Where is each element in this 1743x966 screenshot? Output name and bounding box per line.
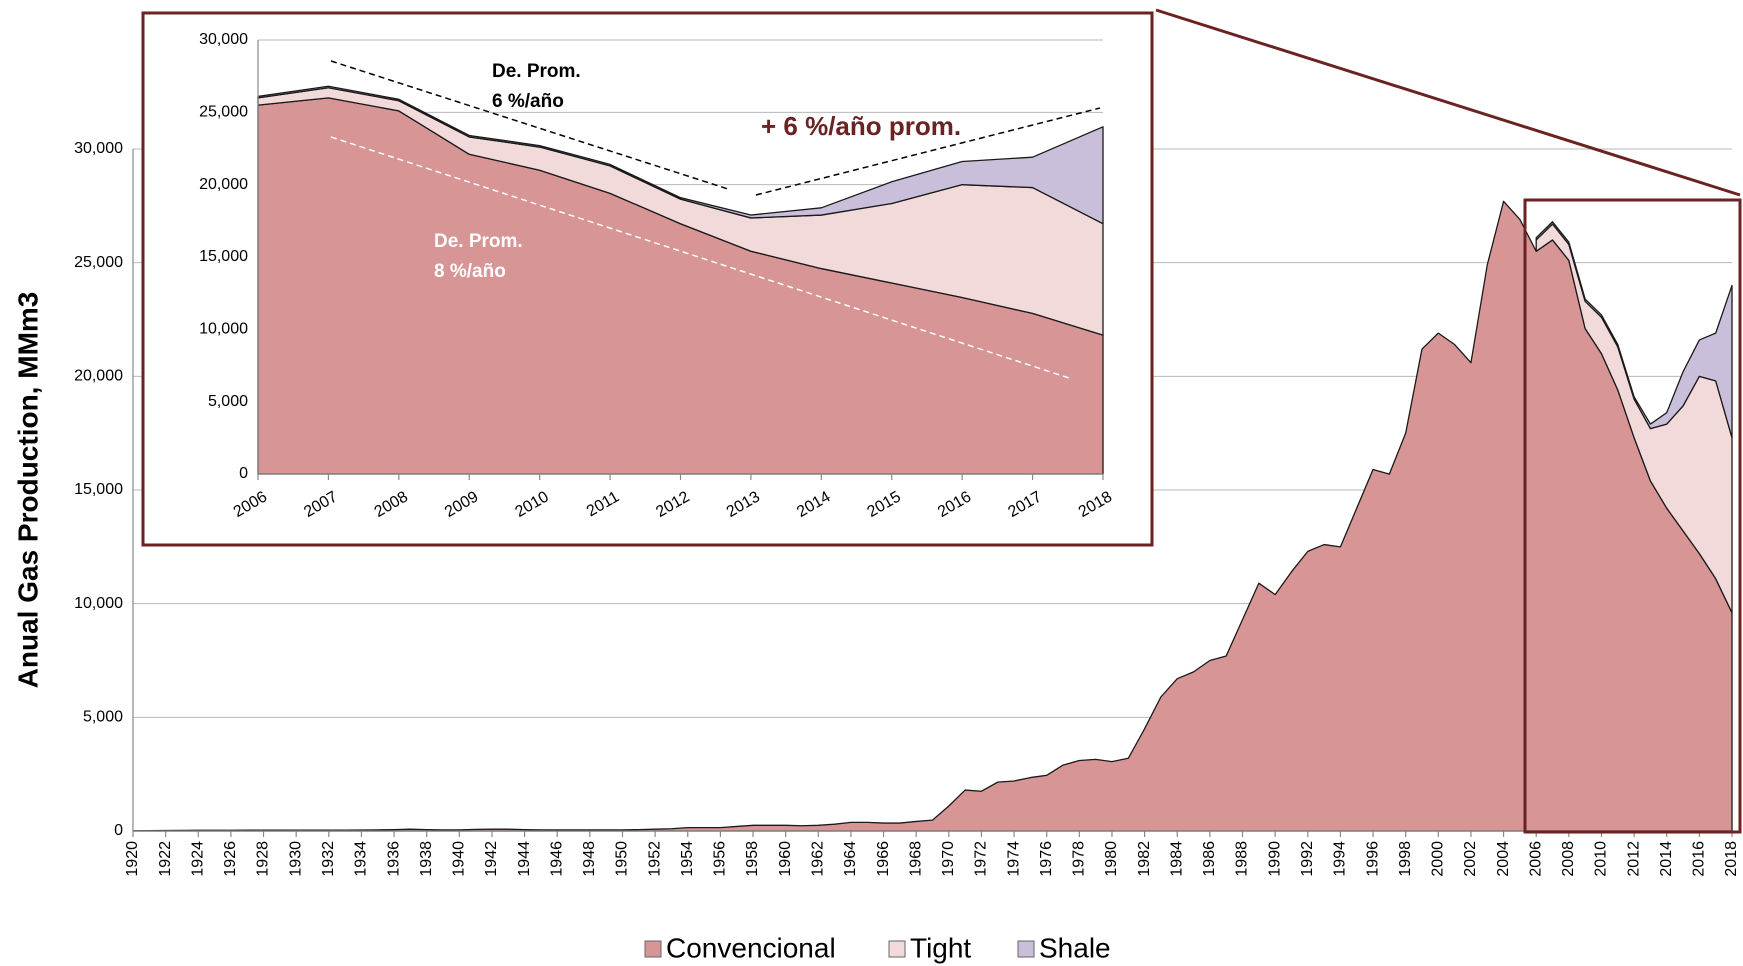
- x-tick-label: 1938: [418, 841, 435, 877]
- y-tick-label: 15,000: [74, 481, 123, 498]
- x-tick-label: 2004: [1495, 841, 1512, 877]
- x-tick-label: 1924: [189, 841, 206, 877]
- y-axis-label: Anual Gas Production, MMm3: [12, 292, 43, 689]
- x-tick-label: 1986: [1201, 841, 1218, 877]
- x-tick-label: 2008: [1560, 841, 1577, 877]
- area-2: [257, 85, 1104, 225]
- x-tick-label: 1962: [810, 841, 827, 877]
- y-tick-label: 10,000: [74, 595, 123, 612]
- y-tick-label: 20,000: [199, 176, 248, 193]
- x-tick-label: 1978: [1071, 841, 1088, 877]
- x-tick-label: 1972: [973, 841, 990, 877]
- x-tick-label: 1928: [255, 841, 272, 877]
- annotation: 6 %/año: [492, 91, 564, 112]
- x-tick-label: 1932: [320, 841, 337, 877]
- annotation: De. Prom.: [434, 231, 523, 252]
- legend-swatch: [1017, 940, 1035, 958]
- x-tick-label: 1992: [1299, 841, 1316, 877]
- y-tick-label: 0: [114, 822, 123, 839]
- legend-label: Shale: [1039, 932, 1111, 963]
- x-tick-label: 1922: [157, 841, 174, 877]
- annotation: De. Prom.: [492, 61, 581, 82]
- x-tick-label: 1946: [548, 841, 565, 877]
- legend-label: Convencional: [666, 932, 836, 963]
- zoom-connector: [1155, 8, 1741, 197]
- y-tick-label: 5,000: [83, 709, 123, 726]
- x-tick-label: 1964: [842, 841, 859, 877]
- inset-chart: 05,00010,00015,00020,00025,00030,0002006…: [141, 11, 1154, 547]
- x-tick-label: 1974: [1005, 841, 1022, 877]
- x-tick-label: 1958: [744, 841, 761, 877]
- y-tick-label: 5,000: [208, 393, 248, 410]
- x-tick-label: 1988: [1234, 841, 1251, 877]
- x-tick-label: 1996: [1364, 841, 1381, 877]
- x-tick-label: 1942: [483, 841, 500, 877]
- x-tick-label: 1960: [777, 841, 794, 877]
- x-tick-label: 1982: [1136, 841, 1153, 877]
- x-tick-label: 2006: [1527, 841, 1544, 877]
- trend-line: [755, 107, 1101, 196]
- x-tick-label: 1976: [1038, 841, 1055, 877]
- x-tick-label: 1990: [1266, 841, 1283, 877]
- y-tick-label: 25,000: [199, 104, 248, 121]
- area-2: [1535, 221, 1733, 439]
- x-tick-label: 1980: [1103, 841, 1120, 877]
- y-tick-label: 10,000: [199, 321, 248, 338]
- x-tick-label: 1936: [385, 841, 402, 877]
- x-tick-label: 1950: [614, 841, 631, 877]
- x-tick-label: 1952: [646, 841, 663, 877]
- y-tick-label: 20,000: [74, 368, 123, 385]
- x-tick-label: 1998: [1397, 841, 1414, 877]
- y-tick-label: 0: [239, 465, 248, 482]
- x-tick-label: 1954: [679, 841, 696, 877]
- x-tick-label: 1948: [581, 841, 598, 877]
- legend-swatch: [888, 940, 906, 958]
- x-tick-label: 1930: [287, 841, 304, 877]
- y-tick-label: 30,000: [199, 31, 248, 48]
- annotation: 8 %/año: [434, 261, 506, 282]
- x-tick-label: 1994: [1332, 841, 1349, 877]
- x-tick-label: 1970: [940, 841, 957, 877]
- x-tick-label: 1934: [353, 841, 370, 877]
- x-tick-label: 2018: [1723, 841, 1740, 877]
- x-tick-label: 2016: [1691, 841, 1708, 877]
- x-tick-label: 2010: [1593, 841, 1610, 877]
- x-tick-label: 2000: [1430, 841, 1447, 877]
- y-tick-label: 30,000: [74, 140, 123, 157]
- legend-label: Tight: [910, 932, 971, 963]
- x-tick-label: 1920: [124, 841, 141, 877]
- x-tick-label: 1984: [1168, 841, 1185, 877]
- x-tick-label: 2002: [1462, 841, 1479, 877]
- x-tick-label: 1926: [222, 841, 239, 877]
- y-tick-label: 25,000: [74, 254, 123, 271]
- x-tick-label: 2014: [1658, 841, 1675, 877]
- x-tick-label: 1956: [712, 841, 729, 877]
- inset-annotations: De. Prom. 6 %/año De. Prom. 8 %/año + 6 %/añ…: [330, 60, 1101, 379]
- legend-swatch: [644, 940, 662, 958]
- zoom-box: [1523, 198, 1742, 834]
- x-tick-label: 1940: [451, 841, 468, 877]
- y-tick-label: 15,000: [199, 248, 248, 265]
- annotation: + 6 %/año prom.: [761, 111, 961, 141]
- x-tick-label: 1944: [516, 841, 533, 877]
- legend: Convencional Tight Shale: [644, 932, 1111, 963]
- x-tick-label: 2012: [1625, 841, 1642, 877]
- x-tick-label: 1966: [875, 841, 892, 877]
- x-tick-label: 1968: [907, 841, 924, 877]
